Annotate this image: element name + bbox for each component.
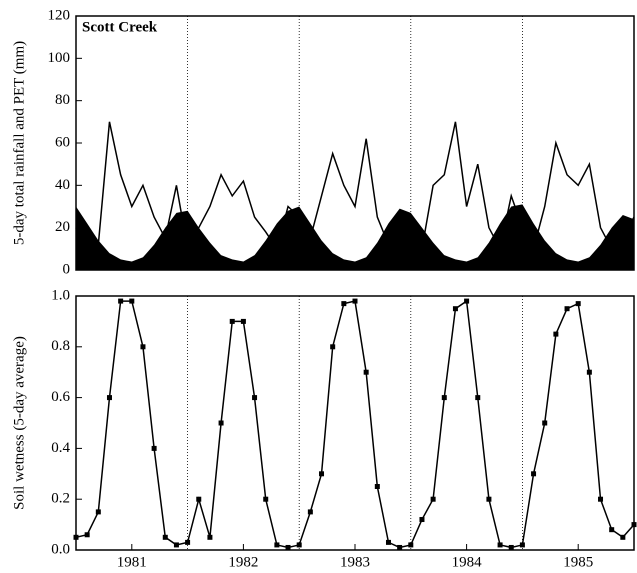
- marker: [408, 542, 414, 548]
- x-tick-label: 1985: [563, 554, 593, 570]
- y-tick-label: 0: [63, 261, 71, 277]
- marker: [229, 318, 235, 324]
- x-tick-label: 1982: [228, 554, 258, 570]
- marker: [319, 471, 325, 477]
- marker: [263, 496, 269, 502]
- marker: [173, 542, 179, 548]
- marker: [586, 369, 592, 375]
- marker: [140, 344, 146, 350]
- marker: [542, 420, 548, 426]
- marker: [185, 539, 191, 545]
- marker: [95, 509, 101, 515]
- marker: [374, 484, 380, 489]
- y-tick-label: 20: [55, 219, 70, 235]
- marker: [575, 301, 581, 307]
- x-tick-label: 1984: [452, 554, 483, 570]
- marker: [106, 395, 112, 401]
- y-tick-label: 60: [55, 134, 70, 150]
- marker: [274, 542, 280, 548]
- pet-area: [76, 204, 634, 270]
- plot-frame: [75, 15, 635, 271]
- y-tick-label: 0.0: [51, 541, 70, 557]
- marker: [486, 496, 492, 502]
- marker: [363, 369, 369, 375]
- marker: [385, 539, 391, 545]
- marker: [118, 298, 124, 304]
- marker: [162, 534, 168, 540]
- marker: [508, 544, 514, 550]
- marker: [475, 395, 481, 401]
- marker: [151, 445, 157, 451]
- y-tick-label: 0.2: [51, 491, 70, 507]
- marker: [341, 301, 347, 307]
- marker: [330, 344, 336, 350]
- marker: [307, 509, 313, 515]
- y-tick-label: 0.4: [51, 440, 70, 456]
- marker: [252, 395, 258, 401]
- marker: [73, 534, 79, 540]
- y-tick-label: 0.6: [51, 389, 70, 405]
- marker: [419, 517, 425, 523]
- marker: [564, 306, 570, 312]
- y-axis-label: 5-day total rainfall and PET (mm): [11, 41, 27, 245]
- marker: [430, 496, 436, 502]
- y-tick-label: 120: [48, 7, 71, 23]
- marker: [218, 420, 224, 426]
- marker: [397, 544, 403, 550]
- marker: [553, 331, 559, 337]
- marker: [464, 298, 470, 304]
- annotation: Scott Creek: [82, 19, 158, 35]
- series-line: [75, 121, 635, 255]
- marker: [352, 298, 358, 304]
- marker: [285, 544, 291, 550]
- marker: [497, 542, 503, 548]
- marker: [598, 496, 604, 502]
- marker: [452, 306, 458, 312]
- marker: [296, 542, 302, 548]
- series-line: [75, 299, 635, 549]
- x-tick-label: 1981: [117, 554, 147, 570]
- y-axis-label: Soil wetness (5-day average): [11, 336, 27, 510]
- y-tick-label: 0.8: [51, 338, 70, 354]
- marker: [129, 298, 135, 304]
- marker: [441, 395, 447, 401]
- marker: [519, 542, 525, 548]
- plot-frame: [75, 295, 635, 551]
- x-tick-label: 1983: [340, 554, 370, 570]
- marker: [207, 534, 213, 540]
- y-tick-label: 80: [55, 92, 70, 108]
- marker: [609, 527, 615, 533]
- marker: [84, 532, 90, 538]
- marker: [196, 496, 202, 502]
- marker: [240, 318, 246, 324]
- y-tick-label: 100: [48, 50, 71, 66]
- marker: [531, 471, 537, 477]
- y-tick-label: 40: [55, 177, 70, 193]
- marker: [620, 534, 626, 540]
- y-tick-label: 1.0: [51, 287, 70, 303]
- marker: [631, 522, 637, 528]
